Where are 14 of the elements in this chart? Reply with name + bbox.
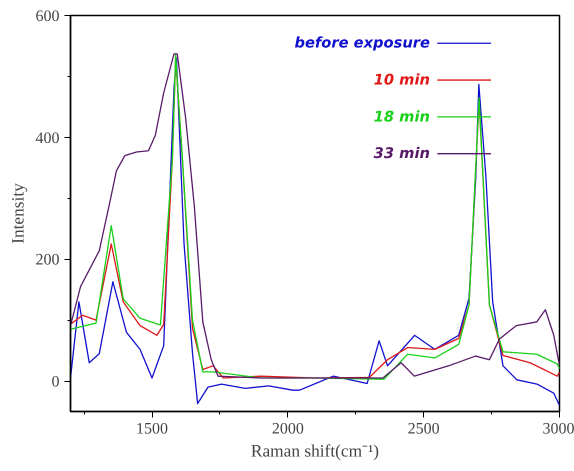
y-tick-label: 200 <box>36 252 60 269</box>
x-tick-label: 1500 <box>136 420 168 438</box>
x-tick-label: 2500 <box>408 420 440 438</box>
y-axis-title: Intensity <box>8 182 28 244</box>
legend-label: 33 min <box>374 145 430 162</box>
y-tick-label: 0 <box>52 374 60 391</box>
x-axis-title: Raman shift(cm⁻¹) <box>250 442 380 460</box>
y-tick-label: 400 <box>36 130 60 147</box>
x-tick-label: 2000 <box>272 420 304 438</box>
legend-label: 10 min <box>374 72 430 89</box>
y-tick-label: 600 <box>36 8 60 25</box>
legend-label: 18 min <box>374 108 430 126</box>
legend-label: before exposure <box>294 34 430 52</box>
x-tick-label: 3000 <box>542 420 574 438</box>
